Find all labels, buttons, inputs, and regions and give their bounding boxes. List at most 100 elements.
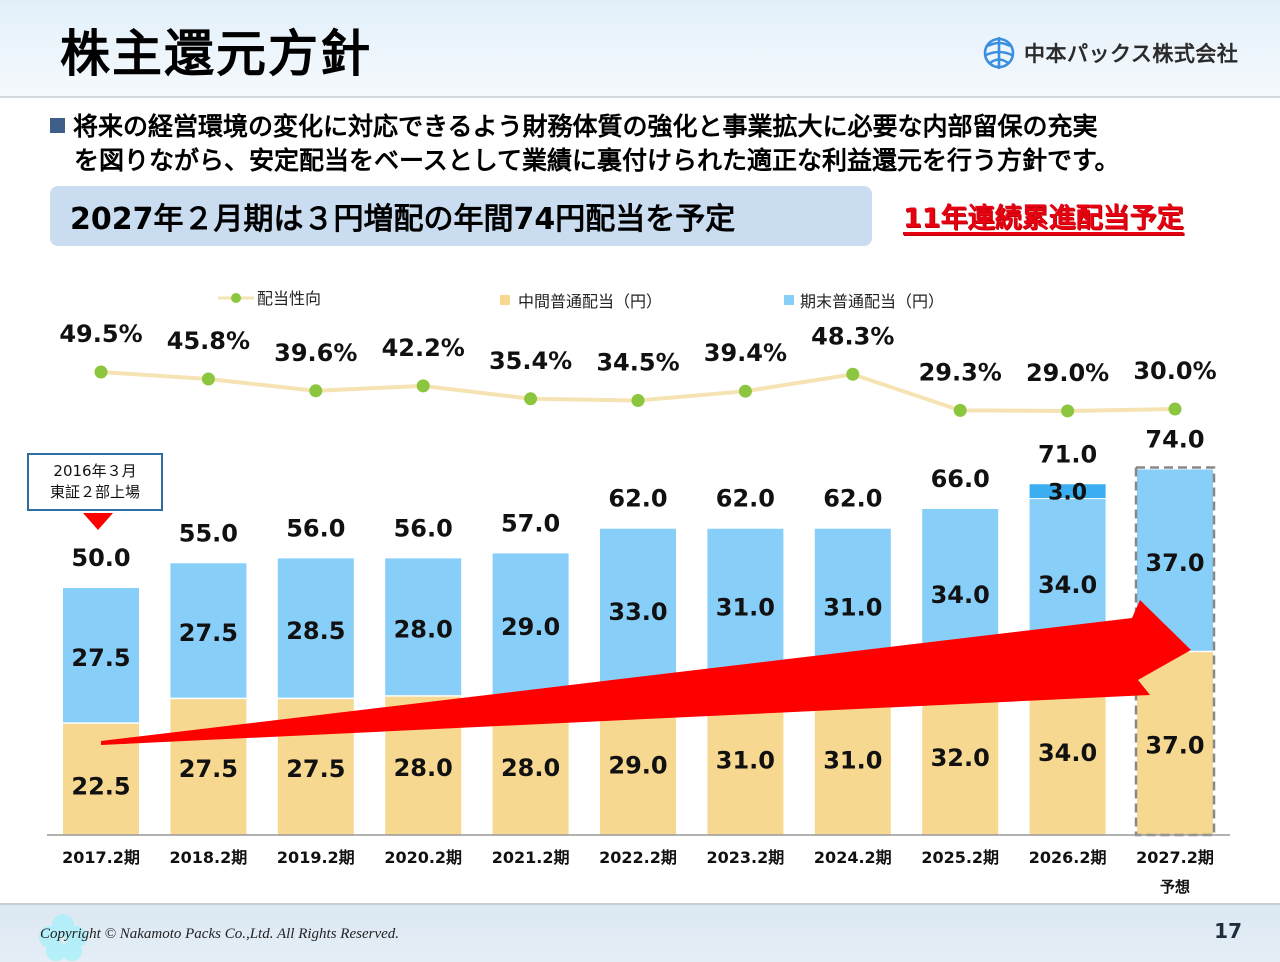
- bar-year-end-label: 28.0: [394, 616, 453, 644]
- bar-year-end-label: 31.0: [823, 593, 882, 621]
- bar-interim-label: 28.0: [501, 754, 560, 782]
- payout-ratio-marker: [416, 379, 430, 393]
- bar-interim-label: 31.0: [716, 746, 775, 774]
- payout-ratio-series: 49.5% 45.8% 39.6% 42.2% 35.4% 34.5% 39.4% 48.3%…: [59, 320, 1217, 418]
- bar-total-label: 62.0: [716, 485, 775, 513]
- payout-ratio-label: 42.2%: [382, 334, 465, 362]
- legend-payout-label: 配当性向: [257, 289, 321, 308]
- bar-year-end-label: 33.0: [608, 598, 667, 626]
- payout-ratio-label: 45.8%: [167, 327, 250, 355]
- bar-total-label: 57.0: [501, 509, 560, 537]
- bar-interim: [1137, 652, 1213, 835]
- bar-total-label: 56.0: [394, 514, 453, 542]
- bar-year-end: [63, 588, 139, 723]
- legend-payout-marker: [231, 293, 241, 303]
- x-tick-label: 2022.2期: [599, 848, 677, 867]
- flower-decoration-icon: [39, 914, 87, 961]
- bar-year-end-label: 29.0: [501, 613, 560, 641]
- x-tick-label: 2021.2期: [492, 848, 570, 867]
- bar-year-end-label: 37.0: [1145, 549, 1204, 577]
- bar-year-end-label: 34.0: [931, 581, 990, 609]
- growth-trend-arrow: [101, 600, 1191, 745]
- x-tick-label: 2026.2期: [1029, 848, 1107, 867]
- bar-year-end-label: 27.5: [179, 619, 238, 647]
- bar-interim-label: 34.0: [1038, 739, 1097, 767]
- payout-ratio-label: 29.0%: [1026, 359, 1109, 387]
- policy-text-1: 将来の経営環境の変化に対応できるよう財務体質の強化と事業拡大に必要な内部留保の充…: [73, 112, 1098, 141]
- x-tick-label: 2019.2期: [277, 848, 355, 867]
- payout-ratio-marker: [953, 403, 967, 417]
- footer: Copyright © Nakamoto Packs Co.,Ltd. All …: [0, 903, 1280, 962]
- x-tick-label: 2024.2期: [814, 848, 892, 867]
- listing-callout-line-1: 2016年３月: [53, 462, 136, 480]
- payout-ratio-label: 39.4%: [704, 339, 787, 367]
- x-tick-label: 2018.2期: [170, 848, 248, 867]
- bar-year-end: [385, 558, 462, 696]
- copyright-text: Copyright © Nakamoto Packs Co.,Ltd. All …: [40, 926, 400, 942]
- payout-ratio-marker: [94, 365, 108, 379]
- x-tick-label: 2025.2期: [921, 848, 999, 867]
- bar-interim-label: 29.0: [608, 751, 667, 779]
- bar-total-label: 66.0: [931, 465, 990, 493]
- page-number: 17: [1214, 919, 1242, 943]
- bar-total-label: 62.0: [823, 485, 882, 513]
- payout-ratio-marker: [524, 392, 538, 406]
- payout-ratio-marker: [201, 372, 215, 386]
- payout-ratio-label: 35.4%: [489, 347, 572, 375]
- dividend-chart: 配当性向 中間普通配当（円） 期末普通配当（円） 22.5 27.5 50.0 27.…: [27, 289, 1230, 896]
- payout-ratio-marker: [309, 384, 323, 398]
- bar-year-end-label: 28.5: [286, 617, 345, 645]
- payout-ratio-label: 34.5%: [596, 349, 679, 377]
- legend-year-end-label: 期末普通配当（円）: [800, 292, 944, 311]
- bar-interim-label: 37.0: [1145, 732, 1204, 760]
- forecast-label: 予想: [1160, 878, 1190, 896]
- bar-year-end: [277, 558, 354, 698]
- dividend-forecast-banner: 2027年２月期は３円増配の年間74円配当を予定: [50, 186, 872, 246]
- bar-interim-label: 27.5: [286, 755, 345, 783]
- bar-interim-label: 32.0: [931, 744, 990, 772]
- bar-total-label: 50.0: [71, 544, 130, 572]
- bar-year-end: [170, 563, 247, 698]
- x-tick-label: 2020.2期: [384, 848, 462, 867]
- chart-legend: 配当性向 中間普通配当（円） 期末普通配当（円）: [218, 289, 944, 311]
- bar-special: [1029, 484, 1106, 499]
- progressive-dividend-streak: 11年連続累進配当予定: [903, 203, 1184, 234]
- listing-callout-box: [27, 453, 163, 511]
- x-tick-label: 2023.2期: [707, 848, 785, 867]
- payout-ratio-marker: [631, 394, 645, 407]
- dividend-forecast-text: 2027年２月期は３円増配の年間74円配当を予定: [70, 202, 736, 237]
- bar-interim-label: 31.0: [823, 746, 882, 774]
- bar-total-label: 71.0: [1038, 440, 1097, 468]
- company-name: 中本パックス株式会社: [1024, 42, 1239, 66]
- payout-ratio-label: 48.3%: [811, 322, 894, 350]
- legend-interim-swatch: [500, 295, 510, 305]
- bar-total-label: 62.0: [608, 485, 667, 513]
- bar-year-end: [600, 528, 676, 691]
- bar-year-end: [707, 528, 784, 681]
- bar-year-end: [492, 553, 569, 696]
- legend-year-end-swatch: [784, 295, 794, 305]
- header-bar: 株主還元方針 中本パックス株式会社: [0, 0, 1280, 98]
- policy-line-1: 将来の経営環境の変化に対応できるよう財務体質の強化と事業拡大に必要な内部留保の充…: [50, 110, 1270, 144]
- bar-interim-label: 27.5: [179, 755, 238, 783]
- globe-anchor-logo-icon: [983, 37, 1015, 69]
- x-tick-label: 2017.2期: [62, 848, 140, 867]
- page-title: 株主還元方針: [60, 25, 372, 83]
- legend-interim-label: 中間普通配当（円）: [518, 292, 662, 311]
- payout-ratio-marker: [1061, 404, 1075, 418]
- bar-total-label: 74.0: [1145, 425, 1204, 453]
- x-axis: 2017.2期 2018.2期 2019.2期 2020.2期 2021.2期 2022.…: [47, 834, 1230, 896]
- payout-ratio-marker: [738, 384, 752, 398]
- bar-special-label: 3.0: [1048, 480, 1087, 505]
- listing-callout-line-2: 東証２部上場: [50, 483, 140, 501]
- company-logo: 中本パックス株式会社: [982, 36, 1238, 70]
- bar-year-end-label: 31.0: [716, 593, 775, 621]
- policy-line-2: を図りながら、安定配当をベースとして業績に裏付けられた適正な利益還元を行う方針で…: [74, 146, 1120, 175]
- bar-interim-label: 22.5: [71, 772, 130, 800]
- payout-ratio-label: 30.0%: [1133, 357, 1216, 385]
- bar-interim-label: 28.0: [394, 754, 453, 782]
- payout-ratio-label: 39.6%: [274, 339, 357, 367]
- payout-ratio-label: 49.5%: [59, 320, 142, 348]
- x-tick-label: 2027.2期: [1136, 848, 1214, 867]
